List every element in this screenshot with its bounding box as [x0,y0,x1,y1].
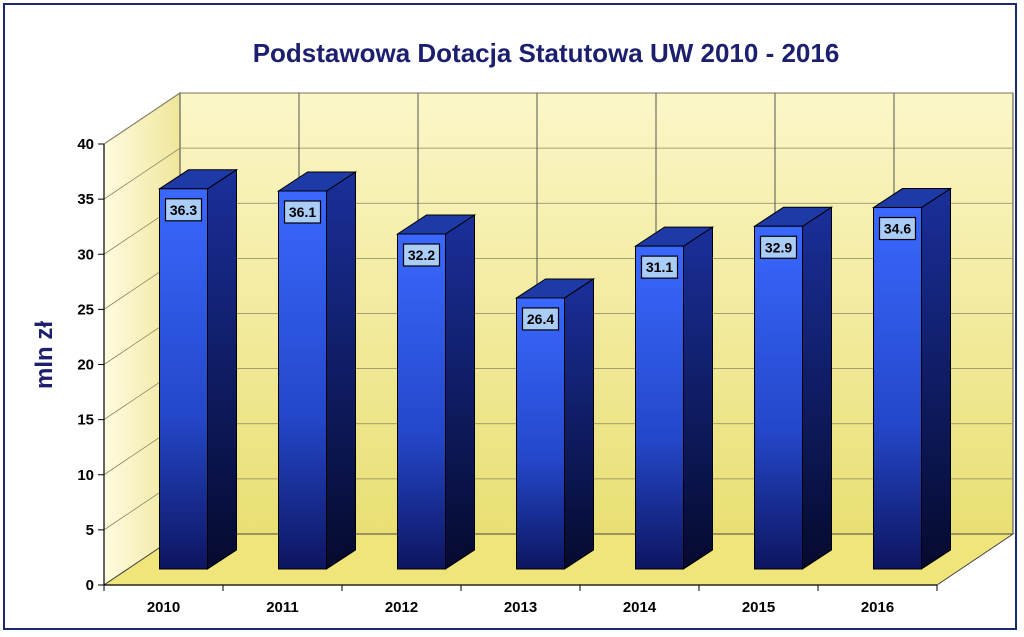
y-tick-label: 5 [86,522,94,539]
data-label: 36.3 [170,202,197,218]
y-tick-label: 25 [77,301,94,318]
gridline [103,92,1013,145]
data-label-box [878,216,917,241]
y-tick-label: 20 [77,357,94,374]
data-label: 32.9 [765,239,792,255]
bar [754,225,803,570]
x-tick-label: 2013 [504,599,537,616]
bar-side [802,206,832,570]
y-tick-label: 35 [77,191,94,208]
y-tick-label: 0 [86,577,94,594]
y-tick-label: 40 [77,136,94,153]
x-tick-label: 2014 [623,599,657,616]
y-axis-label: mln zł [31,321,58,389]
data-label-box [759,235,798,259]
bar-side [326,171,356,570]
bar-side [564,278,594,570]
bar [873,207,922,570]
bar [635,245,684,570]
y-tick-label: 15 [77,412,94,429]
gridline [103,147,1013,200]
data-label: 26.4 [527,311,554,327]
bar [278,190,327,570]
data-label: 34.6 [884,221,911,237]
bar-side [683,226,713,570]
data-label-box [521,307,560,331]
x-tick-label: 2016 [861,599,894,616]
chart-title: Podstawowa Dotacja Statutowa UW 2010 - 2… [253,38,840,68]
bar-side [207,168,237,570]
x-tick-label: 2015 [742,599,775,616]
x-tick-label: 2011 [266,599,299,616]
bar-side [921,187,951,570]
bar-side [445,214,475,570]
plot-area: 0 5 10 15 20 25 30 35 40 2010 2011 2012 2013 2014 2015… [77,92,1015,616]
x-tick-label: 2012 [385,599,418,616]
bar [159,188,208,570]
x-tick-label: 2010 [147,599,180,616]
bar [397,233,446,570]
data-label-box [402,243,441,267]
data-label-box [164,198,203,222]
data-label: 31.1 [646,259,673,275]
y-tick-label: 30 [77,246,94,263]
data-label: 32.2 [408,247,435,263]
y-tick-label: 10 [77,467,94,484]
bar [516,297,565,570]
data-label-box [283,200,322,224]
data-label: 36.1 [289,204,316,220]
data-label-box [640,255,679,279]
